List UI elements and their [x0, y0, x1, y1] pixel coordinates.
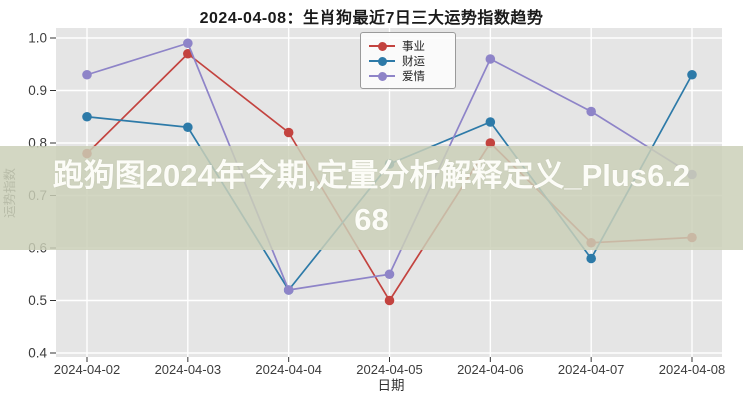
legend-line-dot-icon [369, 70, 395, 82]
legend-item-事业: 事业 [369, 38, 447, 53]
legend-line-dot-icon [369, 55, 395, 67]
watermark-text-line1: 跑狗图2024年今期,定量分析解释定义_Plus6.2 [52, 158, 691, 193]
legend-item-爱情: 爱情 [369, 68, 447, 83]
legend-label: 财运 [402, 55, 425, 68]
legend-label: 爱情 [402, 70, 425, 83]
legend-label: 事业 [402, 40, 425, 53]
x-tick-label: 2024-04-06 [457, 362, 524, 377]
data-point-爱情 [384, 269, 395, 280]
x-tick-label: 2024-04-05 [356, 362, 423, 377]
data-point-爱情 [82, 69, 92, 80]
data-point-财运 [485, 117, 496, 127]
data-point-爱情 [183, 38, 193, 49]
data-point-财运 [82, 111, 92, 122]
x-tick-label: 2024-04-02 [54, 362, 121, 377]
y-tick-label: 0.4 [28, 346, 47, 361]
data-point-爱情 [586, 106, 596, 117]
x-tick-label: 2024-04-08 [659, 362, 726, 377]
legend: 事业 财运 爱情 [360, 32, 456, 89]
data-point-爱情 [283, 285, 294, 295]
x-tick-label: 2024-04-04 [255, 362, 322, 377]
legend-item-财运: 财运 [369, 53, 447, 68]
y-tick-label: 1.0 [28, 31, 47, 46]
y-tick-label: 0.5 [28, 293, 47, 308]
data-point-事业 [283, 127, 294, 138]
x-tick-label: 2024-04-07 [558, 362, 625, 377]
data-point-爱情 [485, 54, 496, 64]
data-point-财运 [687, 69, 697, 80]
watermark-banner: 跑狗图2024年今期,定量分析解释定义_Plus6.2 68 [0, 146, 743, 250]
data-point-财运 [586, 253, 596, 264]
data-point-事业 [384, 295, 395, 306]
watermark-text-line2: 68 [354, 202, 389, 237]
y-tick-label: 0.9 [28, 83, 47, 98]
x-tick-label: 2024-04-03 [155, 362, 222, 377]
x-axis-label: 日期 [378, 378, 405, 393]
chart-title: 2024-04-08：生肖狗最近7日三大运势指数趋势 [199, 10, 544, 27]
legend-line-dot-icon [369, 40, 395, 52]
data-point-财运 [183, 122, 193, 133]
data-point-事业 [485, 138, 496, 148]
